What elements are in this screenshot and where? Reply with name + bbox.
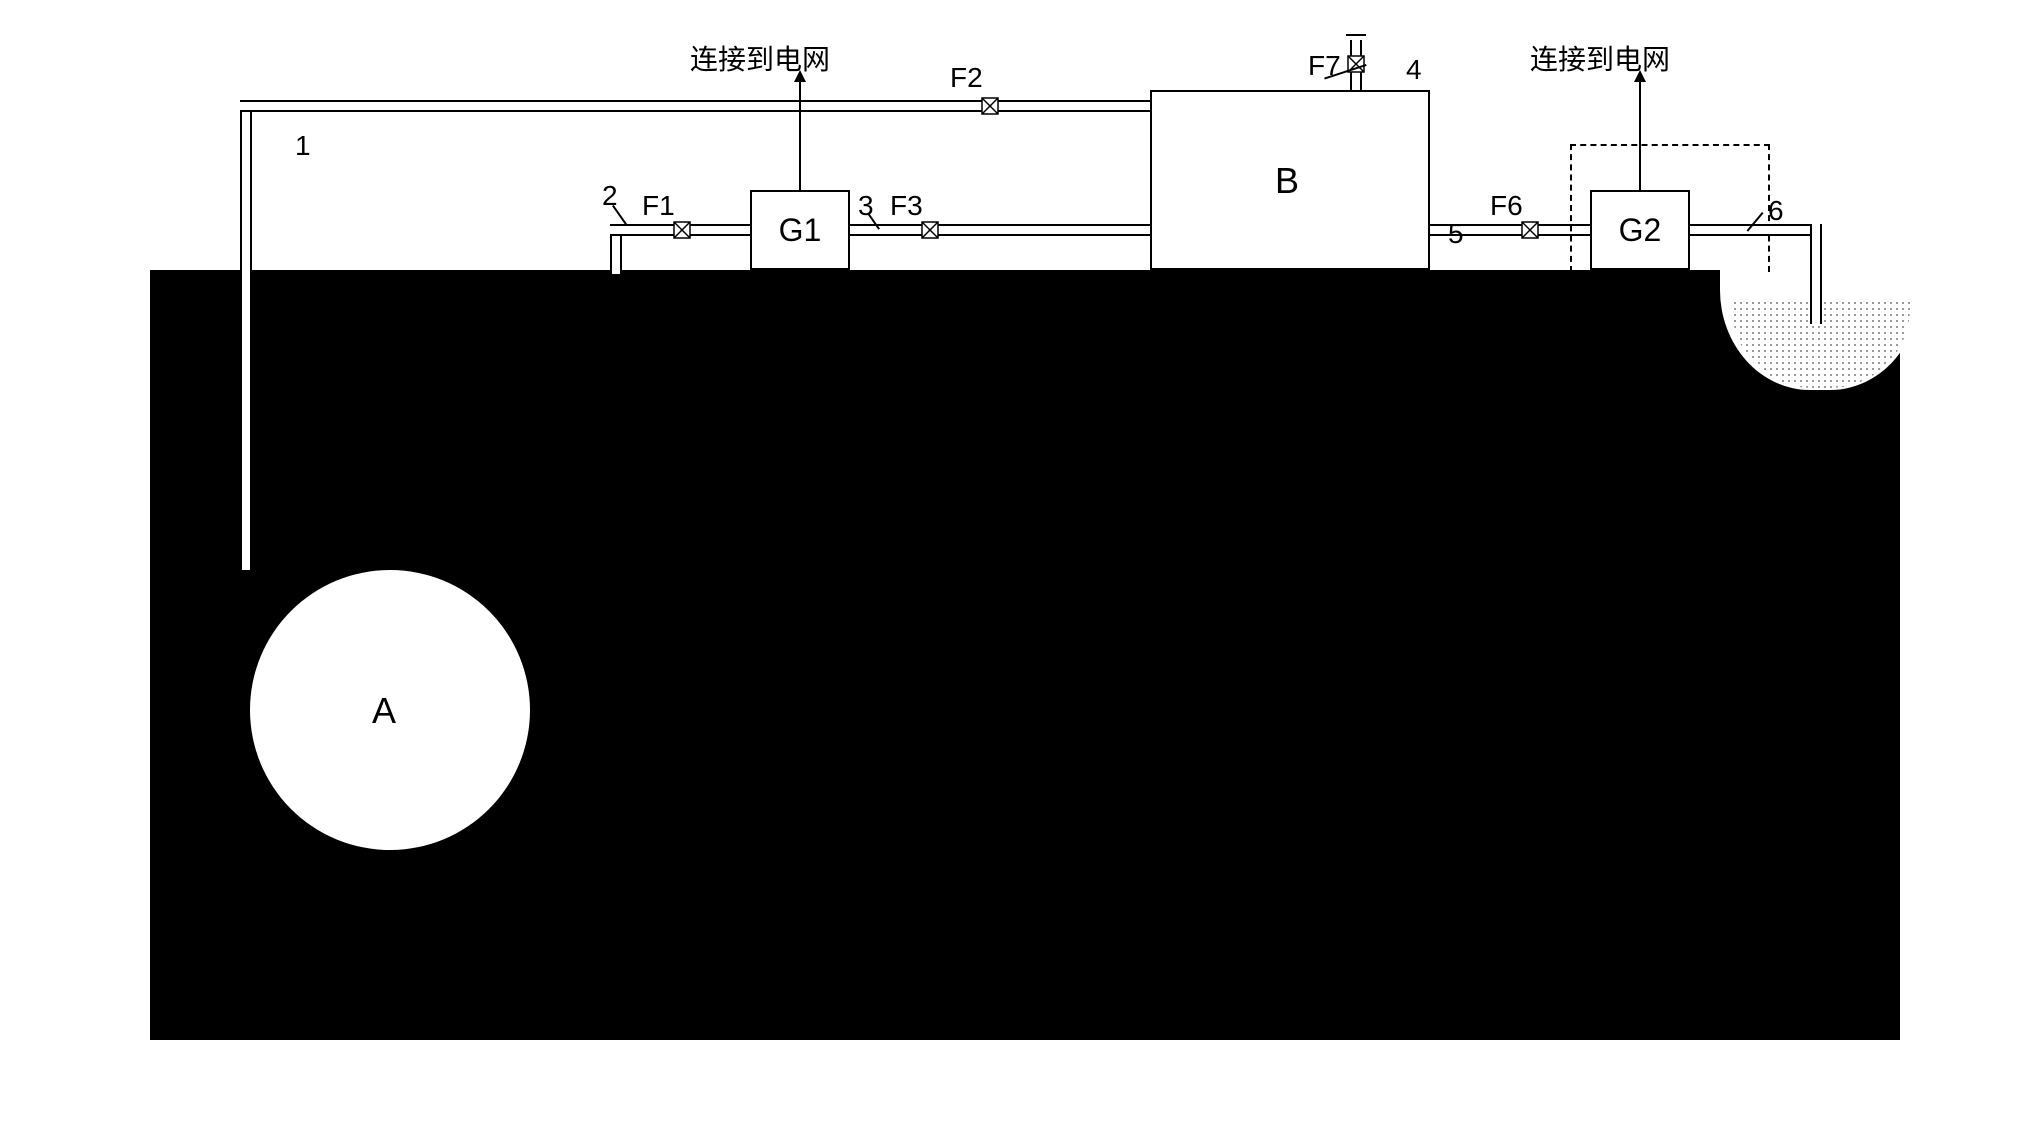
pipe-6-vertical [1810,224,1822,324]
valve-f3-label: F3 [890,190,923,222]
node-a-label: A [372,690,396,732]
grid-label-right: 连接到电网 [1530,38,1670,78]
valve-f6 [1520,220,1540,240]
valve-f1 [672,220,692,240]
valve-f3 [920,220,940,240]
valve-f2-label: F2 [950,62,983,94]
pipe-4-open-left [1346,34,1366,36]
num-label-5: 5 [1448,218,1464,250]
arrow-g2-grid [1639,80,1641,190]
valve-f2 [980,96,1000,116]
valve-f1-label: F1 [642,190,675,222]
num-label-1: 1 [295,130,311,162]
node-g2: G2 [1590,190,1690,270]
pipe-6-horizontal [1690,224,1820,236]
num-label-6: 6 [1768,195,1784,227]
node-b-label: B [1275,160,1299,202]
pipe-1-vertical [240,100,252,570]
arrow-g1-grid [799,80,801,190]
node-g1-label: G1 [779,212,822,249]
pipe-3 [850,224,1150,236]
node-g2-label: G2 [1619,212,1662,249]
pipe-1-horizontal [240,100,1150,112]
node-g1: G1 [750,190,850,270]
num-label-4: 4 [1406,54,1422,86]
diagram-root: A F2 B F7 F1 G1 F3 F6 G [50,40,1983,1100]
grid-label-left: 连接到电网 [690,38,830,78]
valve-f6-label: F6 [1490,190,1523,222]
lead-2 [612,205,627,226]
